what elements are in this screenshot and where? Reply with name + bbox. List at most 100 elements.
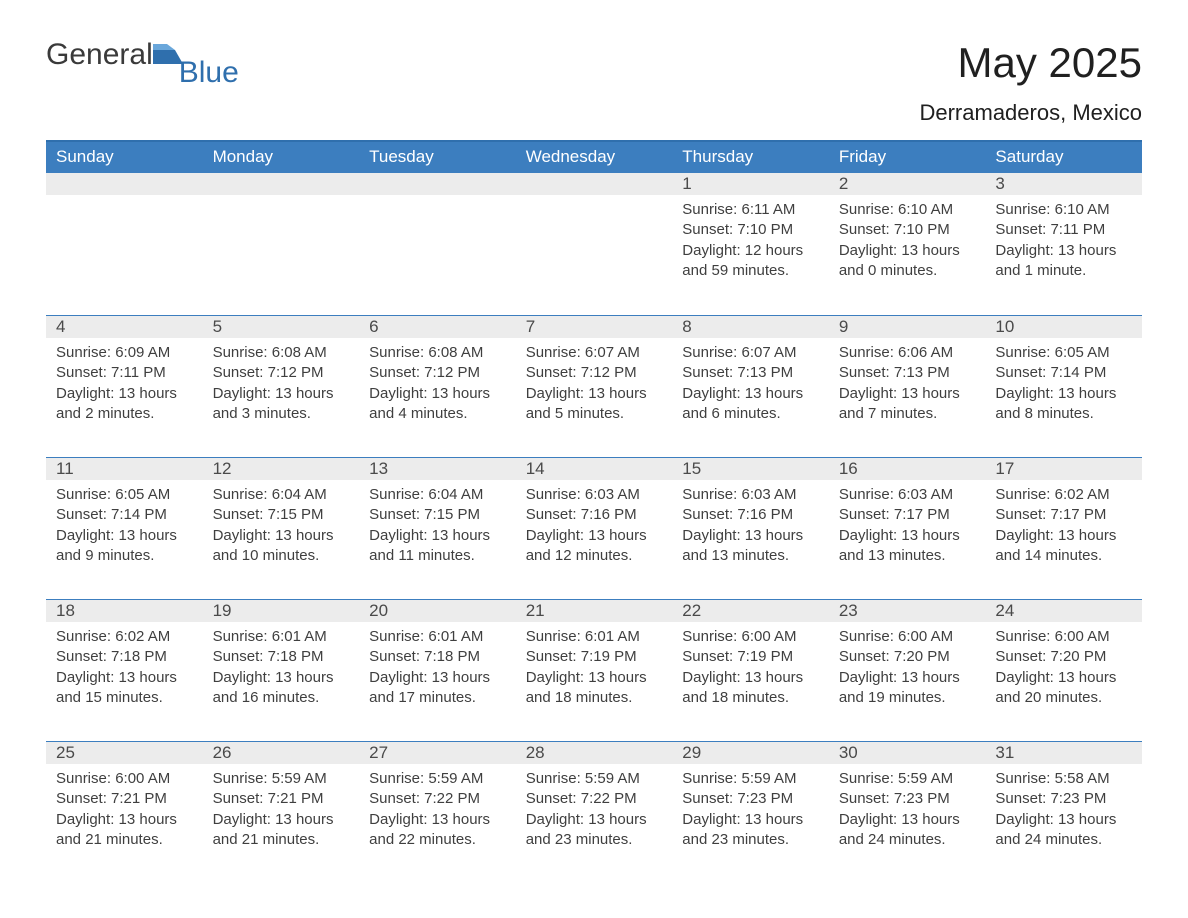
day-number: 1 xyxy=(672,173,829,195)
sunset-line: Sunset: 7:18 PM xyxy=(369,647,506,667)
sunset-line: Sunset: 7:22 PM xyxy=(526,789,663,809)
day-number: 21 xyxy=(516,600,673,622)
day-detail: Sunrise: 6:02 AMSunset: 7:18 PMDaylight:… xyxy=(46,622,203,708)
day-detail: Sunrise: 6:03 AMSunset: 7:17 PMDaylight:… xyxy=(829,480,986,566)
day-detail: Sunrise: 5:59 AMSunset: 7:22 PMDaylight:… xyxy=(359,764,516,850)
day-cell: 15Sunrise: 6:03 AMSunset: 7:16 PMDayligh… xyxy=(672,458,829,599)
sunrise-line: Sunrise: 6:00 AM xyxy=(682,627,819,647)
day-number xyxy=(516,173,673,195)
day-number: 31 xyxy=(985,742,1142,764)
day-cell: 5Sunrise: 6:08 AMSunset: 7:12 PMDaylight… xyxy=(203,316,360,457)
sunrise-line: Sunrise: 6:07 AM xyxy=(682,343,819,363)
sunrise-line: Sunrise: 6:03 AM xyxy=(526,485,663,505)
sunset-line: Sunset: 7:23 PM xyxy=(995,789,1132,809)
sunset-line: Sunset: 7:23 PM xyxy=(682,789,819,809)
sunset-line: Sunset: 7:23 PM xyxy=(839,789,976,809)
sunrise-line: Sunrise: 6:05 AM xyxy=(56,485,193,505)
calendar-grid: SundayMondayTuesdayWednesdayThursdayFrid… xyxy=(46,140,1142,883)
day-cell xyxy=(46,173,203,315)
day-number: 11 xyxy=(46,458,203,480)
sunrise-line: Sunrise: 6:03 AM xyxy=(682,485,819,505)
daylight-line-2: and 3 minutes. xyxy=(213,404,350,424)
day-detail: Sunrise: 6:07 AMSunset: 7:12 PMDaylight:… xyxy=(516,338,673,424)
sunset-line: Sunset: 7:18 PM xyxy=(56,647,193,667)
day-detail: Sunrise: 6:00 AMSunset: 7:19 PMDaylight:… xyxy=(672,622,829,708)
sunset-line: Sunset: 7:10 PM xyxy=(839,220,976,240)
day-number: 25 xyxy=(46,742,203,764)
calendar-page: General Blue May 2025 Derramaderos, Mexi… xyxy=(0,0,1188,913)
day-detail: Sunrise: 6:10 AMSunset: 7:11 PMDaylight:… xyxy=(985,195,1142,281)
day-number: 8 xyxy=(672,316,829,338)
sunset-line: Sunset: 7:15 PM xyxy=(369,505,506,525)
day-cell: 23Sunrise: 6:00 AMSunset: 7:20 PMDayligh… xyxy=(829,600,986,741)
day-number xyxy=(203,173,360,195)
day-number: 13 xyxy=(359,458,516,480)
day-cell: 27Sunrise: 5:59 AMSunset: 7:22 PMDayligh… xyxy=(359,742,516,883)
day-detail: Sunrise: 5:59 AMSunset: 7:23 PMDaylight:… xyxy=(829,764,986,850)
daylight-line-1: Daylight: 13 hours xyxy=(682,668,819,688)
week-row: 1Sunrise: 6:11 AMSunset: 7:10 PMDaylight… xyxy=(46,173,1142,315)
daylight-line-1: Daylight: 13 hours xyxy=(526,668,663,688)
day-cell xyxy=(516,173,673,315)
sunrise-line: Sunrise: 6:00 AM xyxy=(56,769,193,789)
sunrise-line: Sunrise: 5:59 AM xyxy=(839,769,976,789)
sunset-line: Sunset: 7:17 PM xyxy=(839,505,976,525)
daylight-line-2: and 59 minutes. xyxy=(682,261,819,281)
week-row: 18Sunrise: 6:02 AMSunset: 7:18 PMDayligh… xyxy=(46,599,1142,741)
daylight-line-2: and 6 minutes. xyxy=(682,404,819,424)
sunset-line: Sunset: 7:16 PM xyxy=(526,505,663,525)
day-number: 4 xyxy=(46,316,203,338)
daylight-line-1: Daylight: 12 hours xyxy=(682,241,819,261)
day-cell xyxy=(359,173,516,315)
daylight-line-2: and 8 minutes. xyxy=(995,404,1132,424)
day-detail: Sunrise: 6:10 AMSunset: 7:10 PMDaylight:… xyxy=(829,195,986,281)
day-cell: 9Sunrise: 6:06 AMSunset: 7:13 PMDaylight… xyxy=(829,316,986,457)
sunset-line: Sunset: 7:12 PM xyxy=(213,363,350,383)
sunrise-line: Sunrise: 6:05 AM xyxy=(995,343,1132,363)
sunset-line: Sunset: 7:19 PM xyxy=(526,647,663,667)
day-cell: 20Sunrise: 6:01 AMSunset: 7:18 PMDayligh… xyxy=(359,600,516,741)
day-number xyxy=(359,173,516,195)
sunrise-line: Sunrise: 6:08 AM xyxy=(369,343,506,363)
daylight-line-1: Daylight: 13 hours xyxy=(56,384,193,404)
daylight-line-1: Daylight: 13 hours xyxy=(213,668,350,688)
daylight-line-1: Daylight: 13 hours xyxy=(526,384,663,404)
sunrise-line: Sunrise: 6:09 AM xyxy=(56,343,193,363)
day-number: 14 xyxy=(516,458,673,480)
weekday-header-cell: Thursday xyxy=(672,142,829,173)
sunset-line: Sunset: 7:14 PM xyxy=(56,505,193,525)
daylight-line-2: and 20 minutes. xyxy=(995,688,1132,708)
daylight-line-1: Daylight: 13 hours xyxy=(682,810,819,830)
sunset-line: Sunset: 7:15 PM xyxy=(213,505,350,525)
daylight-line-2: and 13 minutes. xyxy=(682,546,819,566)
day-number: 9 xyxy=(829,316,986,338)
day-cell: 11Sunrise: 6:05 AMSunset: 7:14 PMDayligh… xyxy=(46,458,203,599)
day-detail: Sunrise: 6:01 AMSunset: 7:18 PMDaylight:… xyxy=(203,622,360,708)
daylight-line-2: and 10 minutes. xyxy=(213,546,350,566)
week-row: 4Sunrise: 6:09 AMSunset: 7:11 PMDaylight… xyxy=(46,315,1142,457)
daylight-line-1: Daylight: 13 hours xyxy=(526,526,663,546)
day-number: 15 xyxy=(672,458,829,480)
daylight-line-1: Daylight: 13 hours xyxy=(995,241,1132,261)
day-detail: Sunrise: 6:05 AMSunset: 7:14 PMDaylight:… xyxy=(985,338,1142,424)
weekday-header-cell: Sunday xyxy=(46,142,203,173)
sunset-line: Sunset: 7:17 PM xyxy=(995,505,1132,525)
daylight-line-1: Daylight: 13 hours xyxy=(995,384,1132,404)
daylight-line-1: Daylight: 13 hours xyxy=(995,810,1132,830)
day-cell: 25Sunrise: 6:00 AMSunset: 7:21 PMDayligh… xyxy=(46,742,203,883)
daylight-line-1: Daylight: 13 hours xyxy=(839,384,976,404)
daylight-line-1: Daylight: 13 hours xyxy=(682,526,819,546)
day-detail: Sunrise: 5:59 AMSunset: 7:21 PMDaylight:… xyxy=(203,764,360,850)
day-detail: Sunrise: 5:59 AMSunset: 7:23 PMDaylight:… xyxy=(672,764,829,850)
daylight-line-1: Daylight: 13 hours xyxy=(56,810,193,830)
daylight-line-2: and 15 minutes. xyxy=(56,688,193,708)
daylight-line-2: and 4 minutes. xyxy=(369,404,506,424)
day-number: 20 xyxy=(359,600,516,622)
day-cell: 4Sunrise: 6:09 AMSunset: 7:11 PMDaylight… xyxy=(46,316,203,457)
brand-logo: General Blue xyxy=(46,40,245,70)
day-cell: 22Sunrise: 6:00 AMSunset: 7:19 PMDayligh… xyxy=(672,600,829,741)
day-cell: 28Sunrise: 5:59 AMSunset: 7:22 PMDayligh… xyxy=(516,742,673,883)
daylight-line-1: Daylight: 13 hours xyxy=(995,668,1132,688)
daylight-line-2: and 23 minutes. xyxy=(682,830,819,850)
day-cell: 8Sunrise: 6:07 AMSunset: 7:13 PMDaylight… xyxy=(672,316,829,457)
